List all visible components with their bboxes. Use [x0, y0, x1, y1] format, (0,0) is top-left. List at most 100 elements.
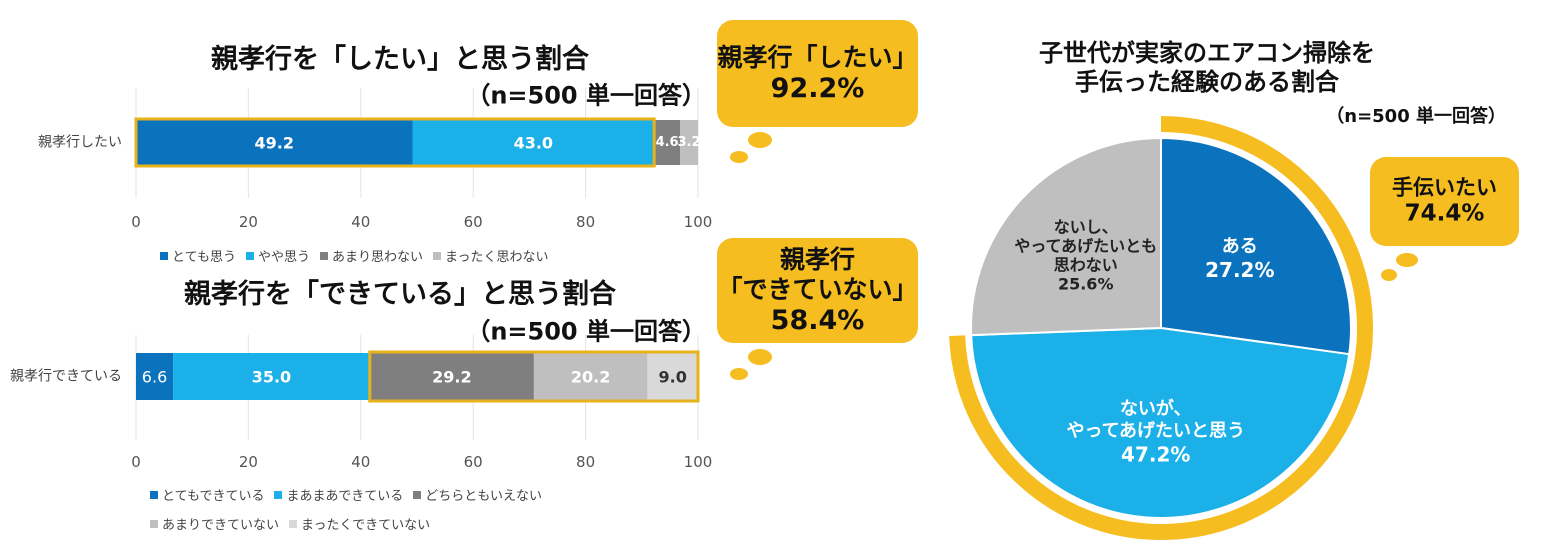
callout-box [717, 20, 918, 127]
bar-value-label: 29.2 [432, 366, 472, 386]
legend-label: とても思う [172, 250, 236, 265]
callout-dot [1381, 269, 1397, 281]
x-tick-label: 0 [131, 213, 141, 231]
x-tick-label: 80 [576, 453, 596, 471]
callout-dot [730, 151, 748, 163]
x-tick-label: 20 [238, 453, 258, 471]
x-tick-label: 60 [463, 453, 483, 471]
slice-value: 27.2% [1205, 258, 1275, 283]
legend-label: やや思う [257, 250, 310, 265]
legend-item: とてもできている [150, 485, 264, 504]
bar-segment [412, 120, 655, 165]
callout-arc [949, 116, 1373, 540]
callout-dot [748, 132, 772, 148]
legend-key [274, 490, 283, 499]
x-tick-label: 60 [463, 213, 483, 231]
callout-text: 手伝いたい [1392, 175, 1497, 200]
category-label: 親孝行したい [38, 134, 122, 151]
legend-key [245, 251, 254, 260]
callout: 手伝いたい 74.4% [1392, 175, 1497, 228]
legend-label: まったくできていない [301, 518, 431, 533]
callout: 親孝行 「できていない」 58.4% [717, 244, 917, 336]
bar-value-label: 49.2 [254, 132, 294, 152]
legend-label: あまりできていない [162, 518, 280, 533]
bar-segment [369, 353, 534, 400]
legend-key [433, 251, 441, 260]
legend-label: まったく思わない [445, 250, 549, 265]
bar-segment [136, 120, 413, 165]
x-tick-label: 20 [238, 213, 258, 231]
x-tick-label: 100 [683, 453, 713, 471]
bar-value-label: 35.0 [251, 366, 292, 386]
chart-title: 親孝行を「したい」と思う割合 [211, 43, 589, 75]
legend-key [150, 490, 158, 499]
legend: とてもできている まあまあできている どちらともいえないあまりできていない まったくで… [150, 485, 590, 533]
callout-box [717, 238, 918, 343]
legend-item: あまりできていない [150, 514, 279, 533]
legend-label: どちらともいえない [425, 489, 542, 504]
slice-value: 47.2% [1121, 441, 1191, 466]
bar-segment [654, 120, 681, 165]
category-label: 親孝行できている [10, 368, 122, 385]
chart-title: 親孝行を「できている」と思う割合 [184, 278, 616, 310]
legend-label: まあまあできている [286, 489, 404, 504]
x-tick-label: 40 [351, 453, 371, 471]
callout-value: 92.2% [770, 72, 865, 104]
slice-value: 25.6% [1057, 274, 1114, 294]
slice-name: ないが、 やってあげたいと思う [1066, 398, 1246, 442]
slice-name: ないし、 やってあげたいとも 思わない [1014, 217, 1158, 275]
pie-slice [970, 136, 1162, 337]
x-tick-label: 100 [683, 213, 713, 231]
legend-key [319, 251, 328, 260]
callout-dot [730, 368, 748, 380]
slice-label: ある 27.2% [1205, 237, 1274, 283]
x-tick-label: 80 [576, 213, 596, 231]
bar-segment [647, 353, 698, 400]
x-tick-label: 40 [351, 213, 371, 231]
legend-item: まったく思わない [433, 246, 548, 265]
bar-value-label: 3.2 [677, 134, 701, 150]
bar-segment [680, 120, 698, 165]
bar-value-label: 9.0 [658, 366, 687, 386]
legend-label: あまり思わない [331, 250, 423, 265]
callout-text: 親孝行「したい」 [717, 42, 918, 72]
legend-item: まったくできていない [289, 514, 430, 533]
bar-value-label: 6.6 [141, 366, 168, 386]
legend-item: どちらともいえない [413, 485, 542, 504]
callout-dot [748, 349, 772, 365]
callout-box [1370, 157, 1519, 246]
callout-text: 親孝行 「できていない」 [717, 244, 918, 304]
chart-subtitle: （n=500 単一回答） [466, 317, 706, 346]
bar-value-label: 43.0 [513, 132, 554, 152]
x-tick-label: 0 [131, 453, 141, 471]
legend: とても思う やや思う あまり思わない まったく思わない [160, 246, 720, 265]
callout-dot [1396, 253, 1418, 267]
highlight-frame [368, 350, 700, 403]
chart-title: 子世代が実家のエアコン掃除を 手伝った経験のある割合 [1039, 39, 1375, 96]
legend-item: とても思う [160, 246, 236, 265]
legend-item: まあまあできている [274, 485, 403, 504]
bar-value-label: 4.6 [655, 134, 679, 150]
chart-subtitle: （n=500 単一回答） [466, 81, 706, 110]
slice-label: ないし、 やってあげたいとも 思わない 25.6% [1014, 217, 1157, 294]
pie-slice [1160, 136, 1352, 356]
highlight-frame [134, 117, 656, 168]
chart-subtitle: （n=500 単一回答） [1326, 106, 1506, 128]
legend-key [160, 251, 168, 260]
legend-key [289, 519, 298, 528]
slice-label: ないが、 やってあげたいと思う 47.2% [1066, 399, 1245, 466]
legend-item: あまり思わない [319, 246, 423, 265]
bar-value-label: 20.2 [570, 366, 611, 386]
callout: 親孝行「したい」 92.2% [717, 42, 917, 104]
pie-slice [970, 326, 1351, 520]
callout-value: 58.4% [770, 304, 865, 336]
legend-item: やや思う [245, 246, 310, 265]
legend-key [413, 490, 422, 499]
bar-segment [173, 353, 370, 400]
bar-segment [136, 353, 174, 400]
legend-key [150, 519, 158, 528]
bar-segment [533, 353, 648, 400]
legend-label: とてもできている [162, 489, 265, 504]
